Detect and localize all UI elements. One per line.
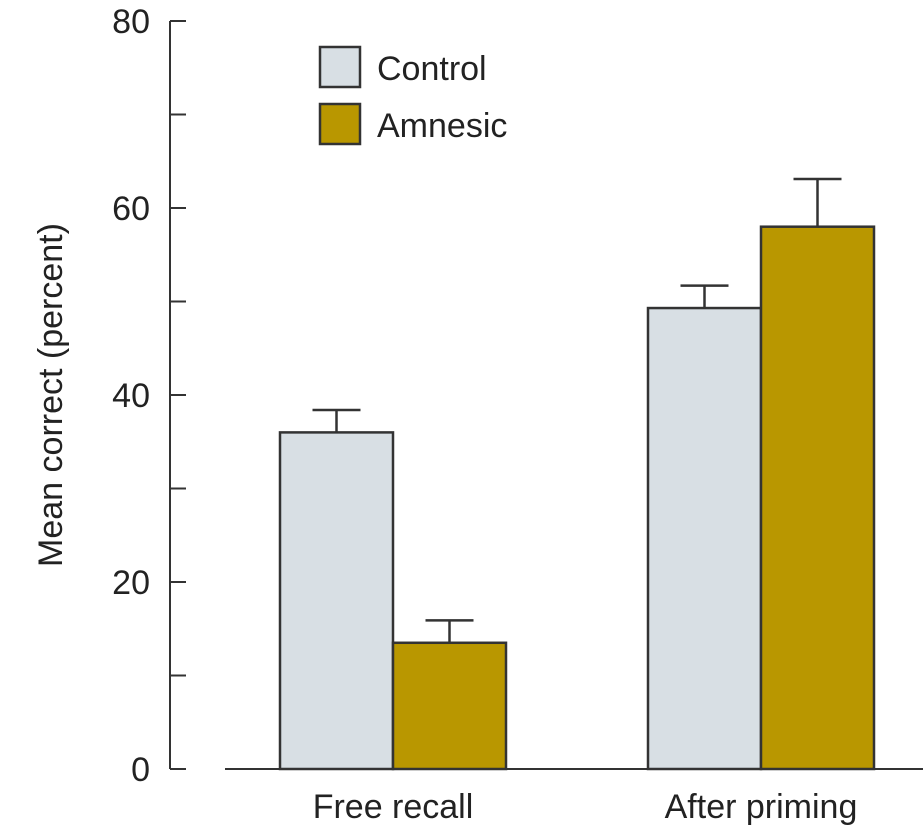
bar-control-1	[646, 306, 763, 771]
y-tick-label-0: 0	[131, 751, 150, 789]
y-tick-label-60: 60	[112, 190, 150, 228]
y-axis-title: Mean correct (percent)	[32, 223, 70, 567]
bars: Free recall After priming	[278, 177, 876, 826]
y-tick-label-40: 40	[112, 377, 150, 415]
legend-label-amnesic: Amnesic	[377, 107, 507, 145]
y-tick-label-80: 80	[112, 3, 150, 41]
bar-amnesic-1	[759, 225, 876, 771]
legend-swatch-amnesic	[318, 102, 362, 146]
x-category-label-1: After priming	[665, 788, 858, 826]
bar-control-0	[278, 431, 395, 771]
legend: Control Amnesic	[318, 45, 507, 146]
y-tick-label-20: 20	[112, 564, 150, 602]
x-category-label-0: Free recall	[313, 788, 474, 826]
bar-amnesic-0	[391, 641, 508, 771]
legend-swatch-control	[318, 45, 362, 89]
legend-label-control: Control	[377, 50, 487, 88]
